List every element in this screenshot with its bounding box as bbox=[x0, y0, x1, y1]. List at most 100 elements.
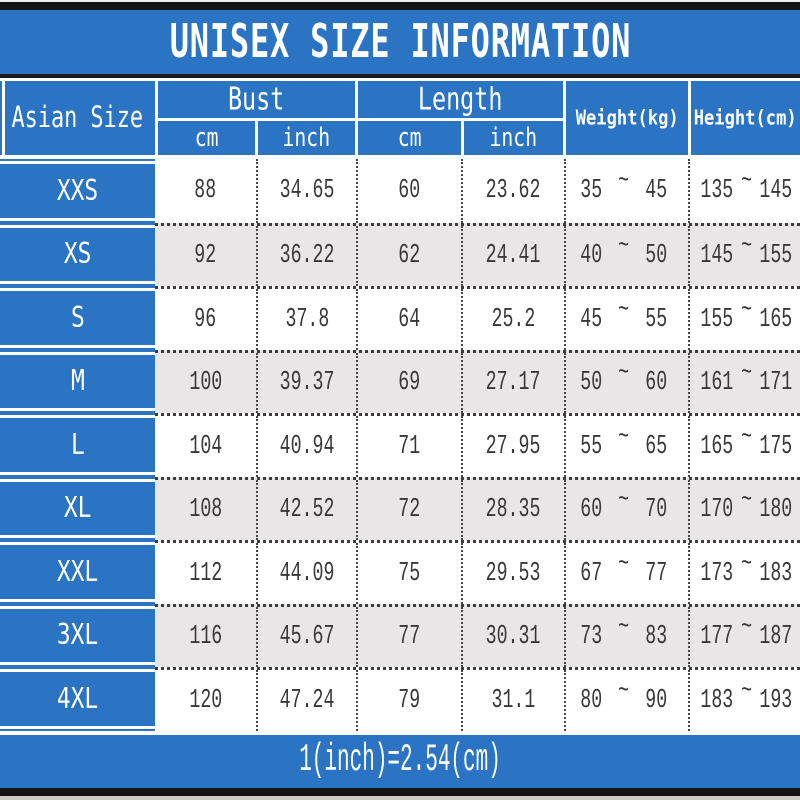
title-band: UNISEX SIZE INFORMATION bbox=[0, 10, 800, 78]
row-data: 108 42.52 72 28.35 60 ~70 170 ~180 bbox=[155, 476, 800, 541]
bust-cm-cell: 100 bbox=[155, 353, 256, 414]
header-bust-inch-label: inch bbox=[282, 123, 331, 153]
weight-max: 70 bbox=[644, 494, 667, 526]
length-cm-value: 75 bbox=[398, 558, 421, 589]
weight-min: 35 bbox=[580, 175, 603, 207]
bust-cm-value: 88 bbox=[194, 175, 217, 207]
size-cell: M bbox=[0, 349, 155, 413]
tilde-symbol: ~ bbox=[618, 166, 629, 198]
bottom-light-strip bbox=[0, 795, 800, 800]
height-min: 170 bbox=[700, 494, 734, 526]
weight-max: 77 bbox=[644, 558, 667, 589]
size-label: L bbox=[70, 428, 85, 462]
bust-inch-value: 39.37 bbox=[279, 367, 335, 399]
bust-cm-cell: 88 bbox=[155, 159, 256, 223]
row-data: 104 40.94 71 27.95 55 ~65 165 ~175 bbox=[155, 413, 800, 477]
height-range-cell: 170 ~180 bbox=[688, 479, 800, 540]
bust-cm-value: 120 bbox=[189, 685, 222, 716]
table-row-xs: XS 92 36.22 62 24.41 40 ~50 145 ~155 bbox=[0, 222, 800, 287]
height-min: 145 bbox=[700, 240, 734, 272]
size-cell: XXL bbox=[0, 540, 155, 604]
height-min: 183 bbox=[700, 685, 734, 716]
weight-max: 45 bbox=[644, 175, 667, 207]
tilde-symbol: ~ bbox=[618, 485, 629, 517]
header-length-label: Length bbox=[418, 81, 503, 118]
header-length-cm-label: cm bbox=[397, 123, 422, 153]
bust-cm-cell: 112 bbox=[155, 543, 256, 604]
tilde-symbol: ~ bbox=[741, 676, 752, 707]
header-bust-label: Bust bbox=[228, 81, 285, 118]
length-inch-cell: 27.95 bbox=[461, 416, 564, 477]
row-data: 120 47.24 79 31.1 80 ~90 183 ~193 bbox=[155, 667, 800, 731]
tilde-symbol: ~ bbox=[741, 549, 752, 580]
height-min: 135 bbox=[700, 175, 734, 207]
weight-max: 60 bbox=[644, 367, 667, 399]
bust-cm-cell: 92 bbox=[155, 226, 256, 287]
height-range-cell: 135 ~145 bbox=[688, 159, 800, 223]
length-inch-value: 23.62 bbox=[486, 175, 541, 207]
header-asian-size-label: Asian Size bbox=[11, 101, 144, 135]
length-cm-value: 79 bbox=[398, 685, 421, 716]
tilde-symbol: ~ bbox=[741, 231, 752, 263]
header-weight: Weight(kg) bbox=[566, 81, 688, 155]
bust-cm-value: 100 bbox=[189, 367, 222, 399]
weight-min: 80 bbox=[580, 685, 603, 716]
height-min: 155 bbox=[700, 304, 734, 335]
header-bust-group: Bust bbox=[158, 81, 355, 118]
height-max: 180 bbox=[759, 494, 793, 526]
length-cm-value: 62 bbox=[398, 240, 421, 272]
row-data: 100 39.37 69 27.17 50 ~60 161 ~171 bbox=[155, 349, 800, 414]
header-weight-label: Weight(kg) bbox=[575, 106, 679, 130]
size-cell: XL bbox=[0, 476, 155, 540]
row-data: 116 45.67 77 30.31 73 ~83 177 ~187 bbox=[155, 603, 800, 668]
bust-inch-cell: 42.52 bbox=[256, 479, 356, 540]
length-inch-cell: 31.1 bbox=[461, 670, 564, 731]
weight-range-cell: 35 ~45 bbox=[564, 159, 688, 223]
length-inch-cell: 27.17 bbox=[461, 352, 564, 413]
length-inch-value: 24.41 bbox=[486, 240, 541, 272]
header-bust-inch: inch bbox=[258, 121, 355, 155]
header-length-group: Length bbox=[358, 81, 563, 118]
height-max: 171 bbox=[759, 367, 793, 399]
length-cm-value: 64 bbox=[398, 304, 421, 335]
header-length-inch: inch bbox=[464, 121, 563, 155]
height-min: 165 bbox=[700, 431, 734, 462]
bust-cm-value: 108 bbox=[189, 494, 222, 526]
size-cell: XS bbox=[0, 222, 155, 286]
bust-inch-value: 42.52 bbox=[279, 494, 335, 526]
length-inch-value: 25.2 bbox=[491, 304, 536, 335]
top-light-strip bbox=[0, 0, 800, 2]
bust-cm-cell: 120 bbox=[155, 670, 256, 731]
weight-min: 67 bbox=[580, 558, 603, 589]
bust-inch-cell: 34.65 bbox=[256, 159, 356, 223]
weight-range-cell: 50 ~60 bbox=[564, 352, 688, 413]
size-label: XS bbox=[63, 237, 92, 271]
bust-inch-cell: 36.22 bbox=[256, 225, 356, 286]
weight-range-cell: 55 ~65 bbox=[564, 416, 688, 477]
bust-inch-value: 36.22 bbox=[279, 240, 335, 272]
weight-range-cell: 40 ~50 bbox=[564, 225, 688, 286]
weight-min: 40 bbox=[580, 240, 603, 272]
header-length-cm: cm bbox=[358, 121, 461, 155]
length-cm-cell: 79 bbox=[356, 670, 461, 731]
height-range-cell: 155 ~165 bbox=[688, 289, 800, 350]
bust-cm-cell: 116 bbox=[155, 607, 256, 668]
height-max: 165 bbox=[759, 304, 793, 335]
weight-max: 50 bbox=[644, 240, 667, 272]
length-inch-value: 27.95 bbox=[486, 431, 541, 462]
table-row-4xl: 4XL 120 47.24 79 31.1 80 ~90 183 ~193 bbox=[0, 667, 800, 731]
header-height: Height(cm) bbox=[691, 81, 800, 155]
size-cell: S bbox=[0, 286, 155, 350]
conversion-note: 1(inch)=2.54(cm) bbox=[299, 738, 501, 784]
bust-cm-cell: 108 bbox=[155, 480, 256, 541]
length-cm-value: 60 bbox=[398, 175, 421, 207]
bust-cm-value: 96 bbox=[194, 304, 217, 335]
height-max: 183 bbox=[759, 558, 793, 589]
row-data: 112 44.09 75 29.53 67 ~77 173 ~183 bbox=[155, 540, 800, 604]
length-cm-value: 72 bbox=[398, 494, 421, 526]
table-body: XXS 88 34.65 60 23.62 35 ~45 135 ~145 XS 9… bbox=[0, 159, 800, 731]
height-range-cell: 183 ~193 bbox=[688, 670, 800, 731]
length-cm-cell: 60 bbox=[356, 159, 461, 223]
length-cm-cell: 62 bbox=[356, 225, 461, 286]
